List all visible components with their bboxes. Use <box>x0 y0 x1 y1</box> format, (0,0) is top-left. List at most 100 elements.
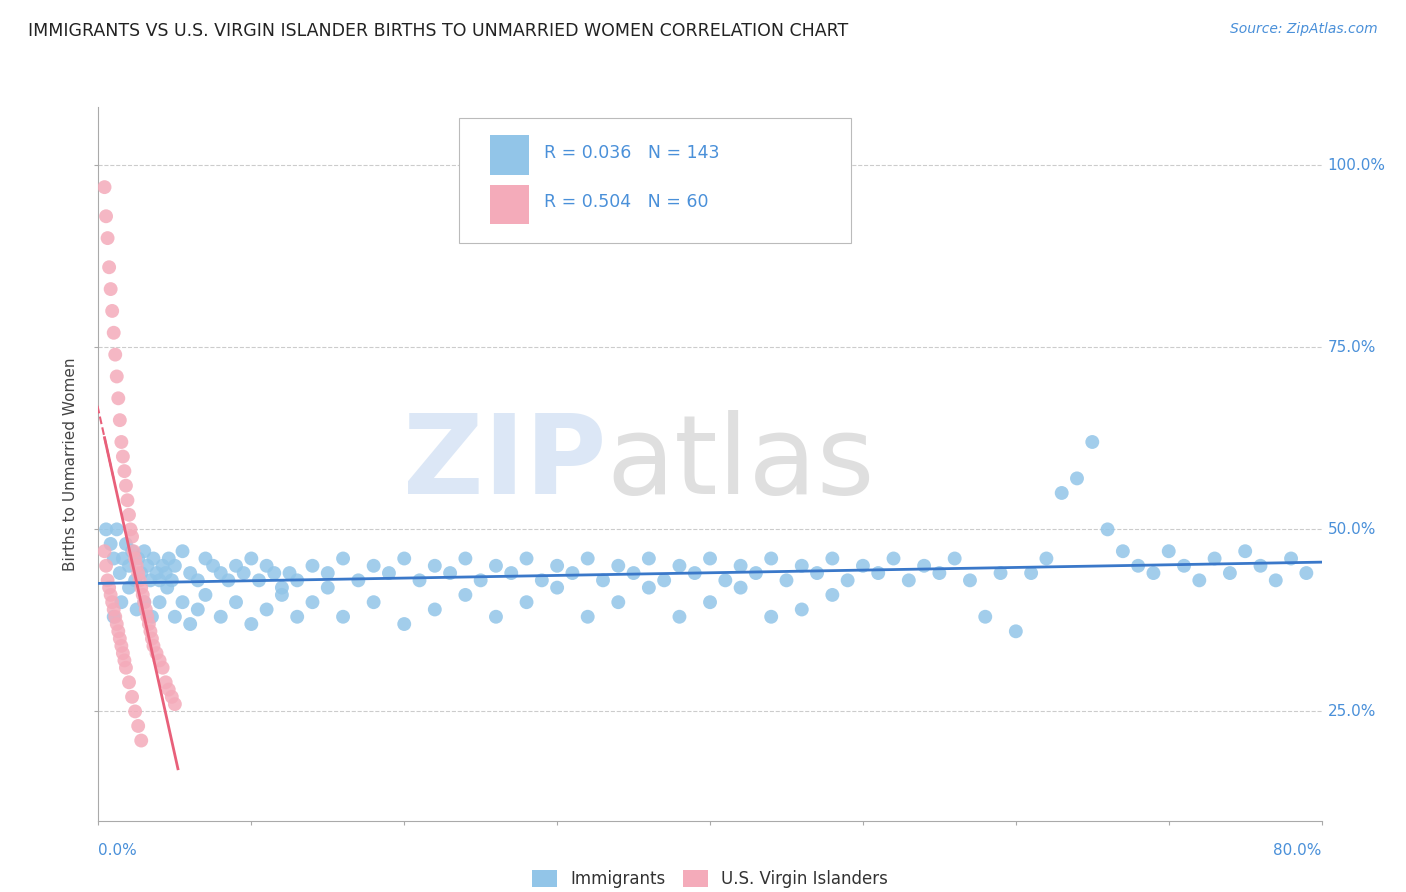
Point <box>943 551 966 566</box>
Point <box>110 639 132 653</box>
Point <box>974 609 997 624</box>
Point <box>129 566 152 580</box>
Point <box>115 478 138 492</box>
Point <box>94 209 117 223</box>
Point <box>1128 558 1150 573</box>
Point <box>225 595 247 609</box>
Point <box>546 558 568 573</box>
Point <box>179 617 201 632</box>
Point <box>301 595 323 609</box>
Point <box>730 558 752 573</box>
Point <box>128 574 150 588</box>
Point <box>163 609 186 624</box>
Text: 25.0%: 25.0% <box>1327 704 1376 719</box>
Point <box>163 558 186 573</box>
Point <box>637 551 661 566</box>
Point <box>1279 551 1302 566</box>
Point <box>883 551 905 566</box>
Point <box>285 609 308 624</box>
Point <box>217 574 239 588</box>
Point <box>121 690 143 704</box>
Point <box>408 574 430 588</box>
Point <box>439 566 461 580</box>
Point <box>607 558 630 573</box>
Point <box>94 558 117 573</box>
Point <box>124 551 146 566</box>
Point <box>155 566 177 580</box>
Text: R = 0.036   N = 143: R = 0.036 N = 143 <box>544 144 720 161</box>
Point <box>959 574 981 588</box>
Point <box>125 558 148 573</box>
Point <box>516 551 538 566</box>
Point <box>1097 522 1119 536</box>
Point <box>108 566 131 580</box>
Point <box>301 558 323 573</box>
Point <box>127 719 149 733</box>
Point <box>270 588 292 602</box>
Point <box>121 530 143 544</box>
Point <box>316 581 339 595</box>
Point <box>142 639 165 653</box>
Point <box>256 558 278 573</box>
Point <box>110 595 132 609</box>
Point <box>111 551 134 566</box>
Point <box>1188 574 1211 588</box>
Text: Source: ZipAtlas.com: Source: ZipAtlas.com <box>1230 22 1378 37</box>
Point <box>142 551 165 566</box>
Point <box>149 595 172 609</box>
Point <box>821 551 844 566</box>
Point <box>454 551 477 566</box>
Point <box>363 595 385 609</box>
Point <box>118 581 141 595</box>
Point <box>209 609 232 624</box>
Text: 80.0%: 80.0% <box>1274 843 1322 858</box>
Point <box>117 493 139 508</box>
Point <box>485 558 508 573</box>
Point <box>111 450 134 464</box>
Text: atlas: atlas <box>606 410 875 517</box>
Point <box>179 566 201 580</box>
Point <box>100 588 122 602</box>
Point <box>240 617 263 632</box>
Point <box>118 558 141 573</box>
Point <box>470 574 492 588</box>
Point <box>837 574 859 588</box>
Point <box>105 369 128 384</box>
Text: 0.0%: 0.0% <box>98 843 138 858</box>
Point <box>97 231 120 245</box>
Point <box>485 609 508 624</box>
Point <box>118 675 141 690</box>
Point <box>149 653 172 667</box>
Point <box>129 733 152 747</box>
Point <box>378 566 401 580</box>
Point <box>637 581 661 595</box>
Point <box>530 574 553 588</box>
Point <box>1157 544 1180 558</box>
Point <box>160 690 183 704</box>
Point <box>107 392 129 406</box>
Point <box>225 558 247 573</box>
Point <box>194 551 217 566</box>
Point <box>1234 544 1257 558</box>
Point <box>1219 566 1241 580</box>
Point <box>187 602 209 616</box>
Point <box>125 602 148 616</box>
Point <box>623 566 645 580</box>
Point <box>247 574 270 588</box>
Point <box>1035 551 1057 566</box>
Point <box>363 558 385 573</box>
Point <box>232 566 254 580</box>
Point <box>347 574 370 588</box>
Point <box>93 544 115 558</box>
Point <box>129 581 152 595</box>
Point <box>868 566 890 580</box>
FancyBboxPatch shape <box>489 186 529 225</box>
Point <box>990 566 1012 580</box>
Point <box>714 574 737 588</box>
Point <box>730 581 752 595</box>
Point <box>132 588 155 602</box>
Point <box>103 602 125 616</box>
Legend: Immigrants, U.S. Virgin Islanders: Immigrants, U.S. Virgin Islanders <box>526 863 894 892</box>
Point <box>104 348 127 362</box>
Point <box>454 588 477 602</box>
